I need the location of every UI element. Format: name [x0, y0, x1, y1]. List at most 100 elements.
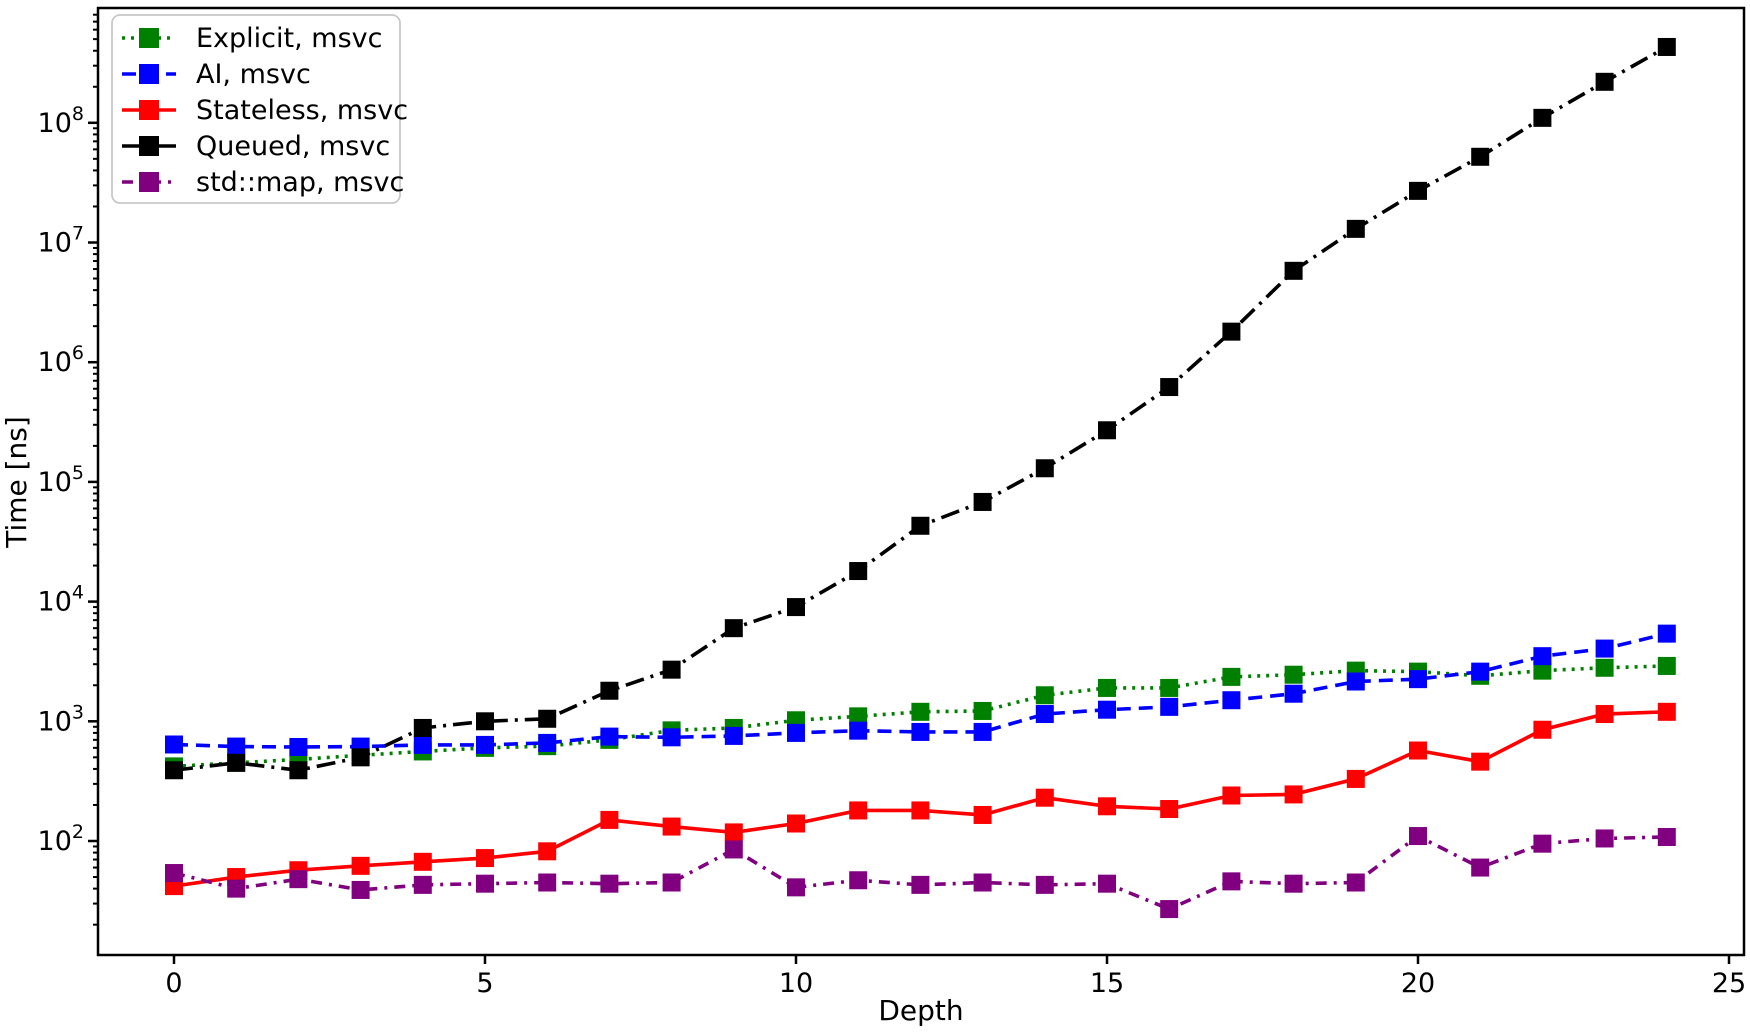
y-axis-title: Time [ns]: [0, 416, 33, 549]
series-marker-std-map-msvc: [600, 874, 619, 893]
series-marker-stateless-msvc: [1471, 752, 1490, 771]
x-axis-title: Depth: [878, 994, 963, 1027]
series-marker-explicit-msvc: [849, 707, 868, 726]
legend-item-std-map-msvc: std::map, msvc: [122, 167, 404, 198]
series-marker-ai-msvc: [289, 737, 308, 756]
series-marker-ai-msvc: [600, 727, 619, 746]
series-marker-ai-msvc: [1035, 705, 1054, 724]
plot-area: 102 103 104 105 106 107 108 0 5 10 15 20 25 Explicit,…: [38, 6, 1746, 999]
series-marker-ai-msvc: [1346, 672, 1365, 691]
series-marker-std-map-msvc: [1657, 827, 1676, 846]
series-marker-ai-msvc: [724, 726, 743, 745]
series-marker-stateless-msvc: [1160, 800, 1179, 819]
series-marker-queued-msvc: [476, 712, 494, 731]
series-marker-ai-msvc: [1409, 670, 1427, 689]
series-marker-stateless-msvc: [724, 823, 743, 842]
series-marker-std-map-msvc: [413, 875, 432, 894]
series-marker-ai-msvc: [1533, 647, 1552, 666]
y-tick-label: 107: [38, 223, 84, 259]
series-marker-std-map-msvc: [351, 880, 370, 899]
series-marker-queued-msvc: [911, 516, 930, 535]
series-marker-queued-msvc: [165, 761, 183, 780]
y-tick-label: 105: [38, 462, 84, 498]
legend-sample-marker: [139, 136, 159, 156]
series-marker-explicit-msvc: [1595, 658, 1614, 677]
series-marker-queued-msvc: [413, 718, 432, 737]
series-marker-ai-msvc: [1657, 624, 1676, 643]
legend-label: Stateless, msvc: [196, 95, 408, 126]
series-marker-ai-msvc: [538, 733, 557, 752]
x-tick-label: 25: [1712, 968, 1746, 999]
series-marker-std-map-msvc: [1284, 874, 1303, 893]
y-tick-label: 104: [38, 582, 84, 618]
series-marker-ai-msvc: [1160, 697, 1179, 716]
series-marker-stateless-msvc: [1222, 786, 1241, 805]
series-marker-explicit-msvc: [911, 702, 930, 721]
series-marker-queued-msvc: [227, 753, 246, 772]
series-marker-queued-msvc: [1284, 261, 1303, 280]
series-marker-std-map-msvc: [1471, 858, 1490, 877]
series-marker-stateless-msvc: [351, 856, 370, 875]
series-marker-stateless-msvc: [1409, 741, 1427, 760]
series-marker-stateless-msvc: [538, 842, 557, 861]
legend-item-queued-msvc: Queued, msvc: [122, 131, 390, 162]
series-marker-ai-msvc: [787, 723, 805, 742]
x-tick-label: 0: [165, 968, 182, 999]
series-marker-queued-msvc: [538, 709, 557, 728]
series-marker-std-map-msvc: [476, 874, 494, 893]
series-marker-stateless-msvc: [662, 817, 681, 836]
series-marker-std-map-msvc: [1595, 829, 1614, 848]
series-marker-queued-msvc: [600, 681, 619, 700]
series-marker-queued-msvc: [662, 660, 681, 679]
series-marker-std-map-msvc: [1346, 873, 1365, 892]
series-marker-stateless-msvc: [787, 814, 805, 833]
x-tick-label: 15: [1090, 968, 1124, 999]
series-marker-ai-msvc: [1222, 691, 1241, 710]
series-marker-ai-msvc: [911, 722, 930, 741]
series-marker-queued-msvc: [351, 748, 370, 767]
series-marker-stateless-msvc: [1595, 705, 1614, 724]
legend-label: AI, msvc: [196, 59, 311, 90]
series-marker-ai-msvc: [1595, 639, 1614, 658]
series-marker-std-map-msvc: [289, 870, 308, 889]
legend-sample-marker: [139, 28, 159, 48]
series-marker-ai-msvc: [227, 737, 246, 756]
x-tick-label: 5: [476, 968, 493, 999]
legend-label: std::map, msvc: [196, 167, 404, 198]
legend-sample-marker: [139, 172, 159, 192]
series-marker-queued-msvc: [724, 619, 743, 638]
series-marker-stateless-msvc: [1533, 720, 1552, 739]
y-tick-label: 103: [38, 701, 84, 737]
series-marker-queued-msvc: [1409, 181, 1427, 200]
series-stateless-msvc: [165, 702, 1676, 896]
series-marker-std-map-msvc: [724, 840, 743, 859]
legend-label: Explicit, msvc: [196, 23, 382, 54]
series-marker-std-map-msvc: [1160, 900, 1179, 919]
series-marker-explicit-msvc: [1533, 661, 1552, 680]
series-marker-std-map-msvc: [165, 864, 183, 883]
series-marker-std-map-msvc: [787, 878, 805, 897]
series-marker-stateless-msvc: [973, 805, 992, 824]
series-marker-ai-msvc: [1471, 662, 1490, 681]
series-std-map-msvc: [165, 827, 1676, 919]
series-marker-std-map-msvc: [973, 873, 992, 892]
series-marker-queued-msvc: [289, 761, 308, 780]
series-marker-ai-msvc: [413, 735, 432, 754]
series-marker-ai-msvc: [165, 735, 183, 754]
legend-frame: [111, 14, 401, 204]
legend-sample-marker: [139, 64, 159, 84]
series-marker-queued-msvc: [787, 598, 805, 617]
series-marker-queued-msvc: [1222, 322, 1241, 341]
x-axis: 0 5 10 15 20 25: [165, 955, 1746, 999]
series-marker-stateless-msvc: [1098, 797, 1116, 816]
legend-item-ai-msvc: AI, msvc: [122, 59, 311, 90]
legend-sample-marker: [139, 100, 159, 120]
x-tick-label: 10: [779, 968, 813, 999]
series-marker-queued-msvc: [1657, 37, 1676, 56]
series-marker-ai-msvc: [849, 721, 868, 740]
series-marker-queued-msvc: [1035, 459, 1054, 478]
series-marker-queued-msvc: [1595, 72, 1614, 91]
series-marker-stateless-msvc: [1346, 769, 1365, 788]
legend: Explicit, msvc AI, msvc Stateless, msvc Que…: [111, 14, 408, 204]
